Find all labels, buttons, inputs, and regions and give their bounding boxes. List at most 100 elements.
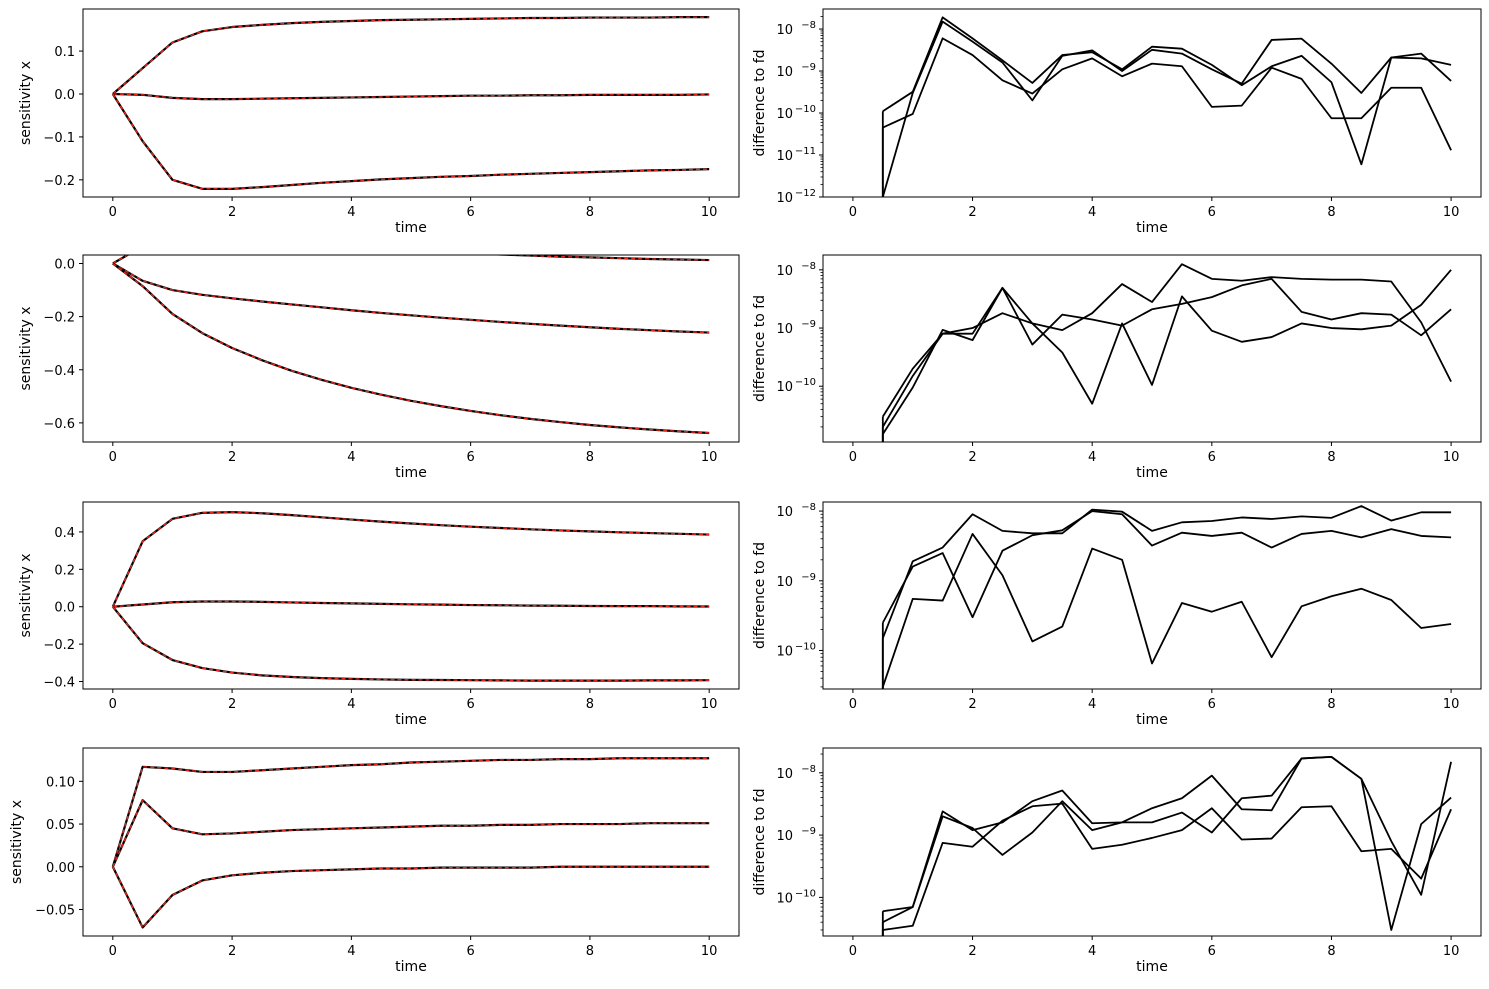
x-tick-label: 2 <box>968 205 976 220</box>
x-tick-label: 4 <box>1088 944 1096 959</box>
axes-frame <box>82 747 740 937</box>
y-tick-exponent: −8 <box>801 764 816 775</box>
diff-line-2 <box>882 277 1452 418</box>
y-tick-exponent: −10 <box>795 641 816 652</box>
x-tick-label: 10 <box>701 450 718 465</box>
sensitivity-line-1 <box>112 255 710 265</box>
subplot-7: 0 2 4 6 8 10 −0.05 0.00 0.05 0.10 time sensitivity … <box>9 747 740 975</box>
y-tick-label: 0.2 <box>54 563 75 578</box>
x-tick-label: 4 <box>1088 450 1096 465</box>
sensitivity-line-3-reference <box>112 262 710 434</box>
diff-line-1 <box>882 16 1452 166</box>
y-tick-exponent: −9 <box>801 319 816 330</box>
x-tick-label: 6 <box>1208 697 1216 712</box>
x-tick-label: 4 <box>347 944 355 959</box>
y-tick-exponent: −10 <box>795 377 816 388</box>
y-tick-label: 0.10 <box>46 775 75 790</box>
y-tick-label: −0.6 <box>43 417 75 432</box>
x-axis-label: time <box>395 220 427 236</box>
x-tick-label: 0 <box>849 697 857 712</box>
sensitivity-line-2-reference <box>112 798 710 868</box>
x-axis-label: time <box>395 712 427 728</box>
y-tick-label: 0.1 <box>54 45 75 60</box>
x-tick-label: 0 <box>109 697 117 712</box>
sensitivity-line-2-reference <box>112 600 710 608</box>
x-tick-label: 10 <box>1443 205 1460 220</box>
diff-line-3 <box>881 533 1452 688</box>
x-tick-label: 2 <box>228 205 236 220</box>
x-axis-label: time <box>395 465 427 481</box>
y-tick-label: 10 <box>776 65 793 80</box>
sensitivity-line-2-reference <box>112 262 710 334</box>
diff-line-3 <box>881 20 1452 197</box>
x-tick-label: 6 <box>466 450 474 465</box>
y-axis-label: difference to fd <box>752 49 768 156</box>
y-tick-label: 10 <box>776 23 793 38</box>
sensitivity-line-1 <box>111 510 710 608</box>
y-axis-label: sensitivity x <box>18 61 34 145</box>
y-tick-label: 10 <box>776 767 793 782</box>
y-tick-exponent: −8 <box>801 502 816 513</box>
y-tick-label: −0.2 <box>43 638 75 653</box>
y-tick-label: 10 <box>776 644 793 659</box>
y-tick-label: −0.2 <box>43 311 75 326</box>
x-tick-label: 8 <box>586 450 594 465</box>
x-tick-label: 8 <box>1327 450 1335 465</box>
x-tick-label: 8 <box>586 944 594 959</box>
diff-line-3 <box>882 269 1452 428</box>
axes-frame <box>82 8 740 198</box>
x-tick-label: 10 <box>1443 450 1460 465</box>
x-tick-label: 8 <box>1327 944 1335 959</box>
y-tick-label: 10 <box>776 322 793 337</box>
x-tick-label: 6 <box>466 697 474 712</box>
x-tick-label: 2 <box>228 450 236 465</box>
sensitivity-line-3 <box>111 865 710 929</box>
x-axis-label: time <box>395 959 427 975</box>
x-tick-label: 10 <box>1443 944 1460 959</box>
x-tick-label: 0 <box>849 944 857 959</box>
sensitivity-line-1-reference <box>112 511 710 608</box>
axes-frame <box>822 747 1482 937</box>
x-tick-label: 2 <box>968 944 976 959</box>
x-tick-label: 0 <box>109 944 117 959</box>
diff-line-3 <box>882 802 1452 931</box>
sensitivity-line-3-reference <box>112 606 710 682</box>
subplot-5: 0 2 4 6 8 10 −0.4 −0.2 0.0 0.2 0.4 time sensitivity … <box>18 501 740 728</box>
y-tick-label: 10 <box>776 891 793 906</box>
x-tick-label: 2 <box>968 697 976 712</box>
axes-frame <box>822 8 1482 198</box>
x-tick-label: 0 <box>109 205 117 220</box>
x-tick-label: 0 <box>849 205 857 220</box>
x-tick-label: 2 <box>228 697 236 712</box>
diff-line-2 <box>882 510 1452 624</box>
x-tick-label: 6 <box>466 944 474 959</box>
x-tick-label: 10 <box>701 944 718 959</box>
y-tick-label: 0.0 <box>54 601 75 616</box>
y-tick-label: −0.4 <box>43 676 75 691</box>
x-tick-label: 2 <box>228 944 236 959</box>
sensitivity-line-3-reference <box>112 93 710 190</box>
x-tick-label: 8 <box>1327 205 1335 220</box>
y-axis-label: difference to fd <box>752 542 768 649</box>
sensitivity-line-1-reference <box>112 757 710 867</box>
axes-frame <box>822 254 1482 443</box>
x-axis-label: time <box>1136 220 1168 236</box>
y-tick-exponent: −8 <box>801 261 816 272</box>
axes-frame <box>822 501 1482 690</box>
x-axis-label: time <box>1136 465 1168 481</box>
y-tick-label: 10 <box>776 149 793 164</box>
y-tick-label: 0.4 <box>54 526 75 541</box>
y-tick-exponent: −8 <box>801 20 816 31</box>
x-tick-label: 6 <box>1208 944 1216 959</box>
x-tick-label: 4 <box>347 697 355 712</box>
diff-line-2 <box>882 755 1452 931</box>
x-tick-label: 8 <box>586 205 594 220</box>
sensitivity-line-1 <box>112 16 710 95</box>
sensitivity-line-2 <box>111 799 710 868</box>
sensitivity-line-3-reference <box>112 866 710 929</box>
x-axis-label: time <box>1136 959 1168 975</box>
diff-line-2 <box>882 37 1452 151</box>
